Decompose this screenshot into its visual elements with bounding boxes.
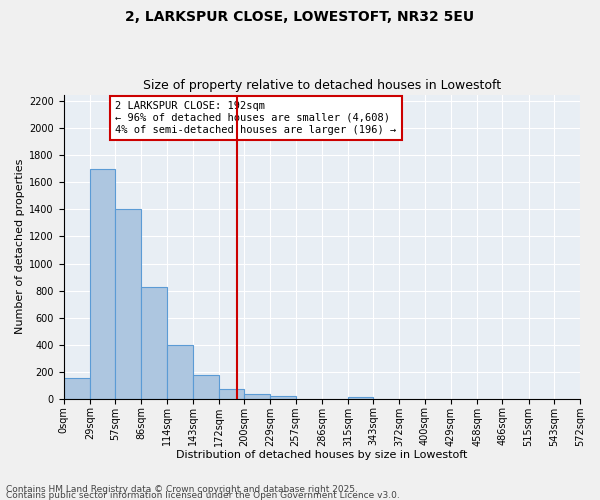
Title: Size of property relative to detached houses in Lowestoft: Size of property relative to detached ho… — [143, 79, 501, 92]
Text: Contains HM Land Registry data © Crown copyright and database right 2025.: Contains HM Land Registry data © Crown c… — [6, 484, 358, 494]
Bar — [348, 396, 373, 398]
Bar — [193, 375, 219, 398]
Bar — [219, 389, 244, 398]
Bar — [90, 169, 115, 398]
Bar — [271, 396, 296, 398]
Bar — [244, 394, 271, 398]
Y-axis label: Number of detached properties: Number of detached properties — [15, 159, 25, 334]
X-axis label: Distribution of detached houses by size in Lowestoft: Distribution of detached houses by size … — [176, 450, 467, 460]
Bar — [167, 344, 193, 399]
Bar — [64, 378, 90, 398]
Bar — [141, 286, 167, 399]
Text: 2, LARKSPUR CLOSE, LOWESTOFT, NR32 5EU: 2, LARKSPUR CLOSE, LOWESTOFT, NR32 5EU — [125, 10, 475, 24]
Text: Contains public sector information licensed under the Open Government Licence v3: Contains public sector information licen… — [6, 490, 400, 500]
Text: 2 LARKSPUR CLOSE: 192sqm
← 96% of detached houses are smaller (4,608)
4% of semi: 2 LARKSPUR CLOSE: 192sqm ← 96% of detach… — [115, 102, 397, 134]
Bar — [115, 210, 141, 398]
